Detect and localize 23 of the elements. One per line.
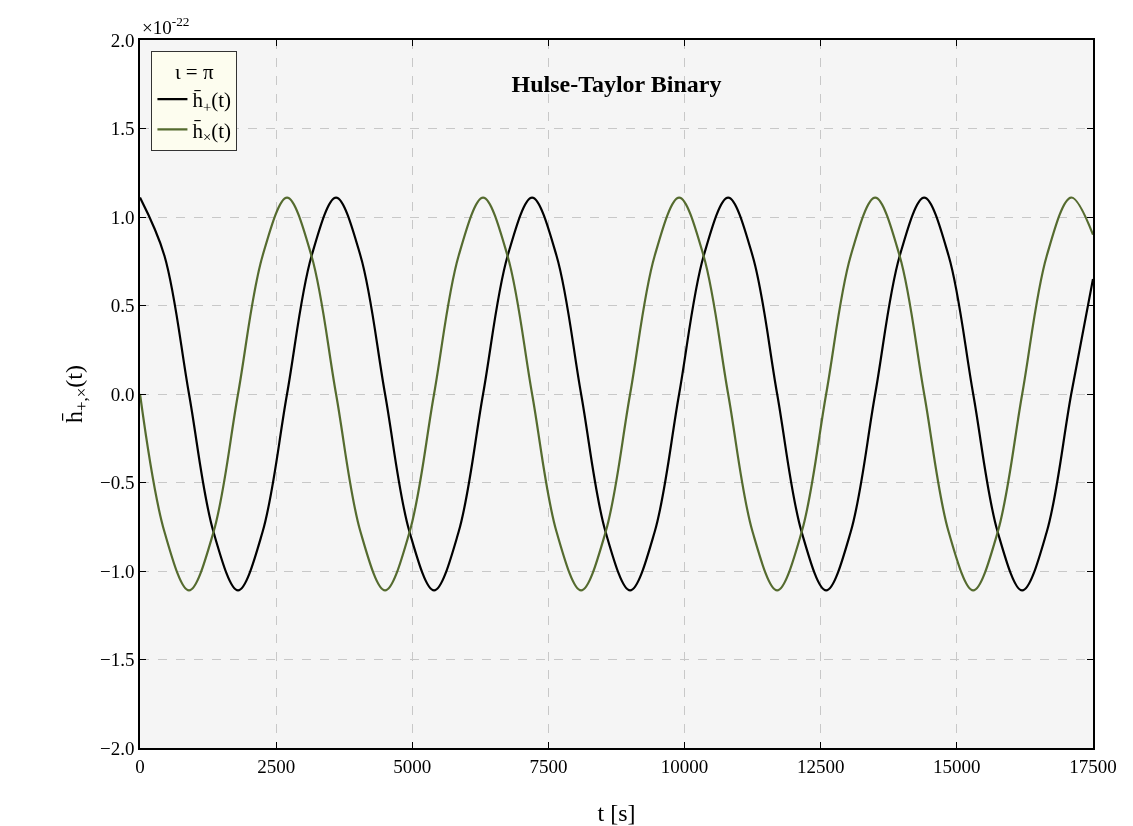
y-tick-label: −1.5 bbox=[99, 649, 135, 671]
text: ×10$^{-22}$ bbox=[142, 14, 190, 38]
legend-label: h̄$_{×}$(t) bbox=[192, 118, 232, 145]
y-tick-label: 0.5 bbox=[110, 295, 135, 317]
y-tick-label: −2.0 bbox=[99, 737, 135, 759]
y-tick-label: 1.5 bbox=[110, 118, 135, 140]
y-tick-label: 0.0 bbox=[110, 383, 135, 405]
x-tick-label: 2500 bbox=[257, 755, 296, 777]
x-tick-label: 12500 bbox=[796, 755, 845, 777]
y-tick-label: −1.0 bbox=[99, 560, 135, 582]
text: Hulse-Taylor Binary bbox=[511, 71, 722, 98]
y-tick-label: 2.0 bbox=[110, 29, 135, 51]
y-tick-label: −0.5 bbox=[99, 472, 135, 494]
x-tick-label: 7500 bbox=[529, 755, 568, 777]
y-tick-label: 1.0 bbox=[110, 206, 135, 228]
x-axis-title: t [s] bbox=[597, 800, 636, 826]
legend-title: ι = π bbox=[174, 59, 214, 84]
x-tick-label: 10000 bbox=[660, 755, 709, 777]
legend-label: h̄$_{+}$(t) bbox=[192, 88, 232, 115]
x-tick-label: 5000 bbox=[393, 755, 432, 777]
x-tick-label: 15000 bbox=[933, 755, 981, 777]
x-tick-label: 17500 bbox=[1069, 755, 1117, 777]
x-tick-label: 0 bbox=[135, 755, 145, 777]
